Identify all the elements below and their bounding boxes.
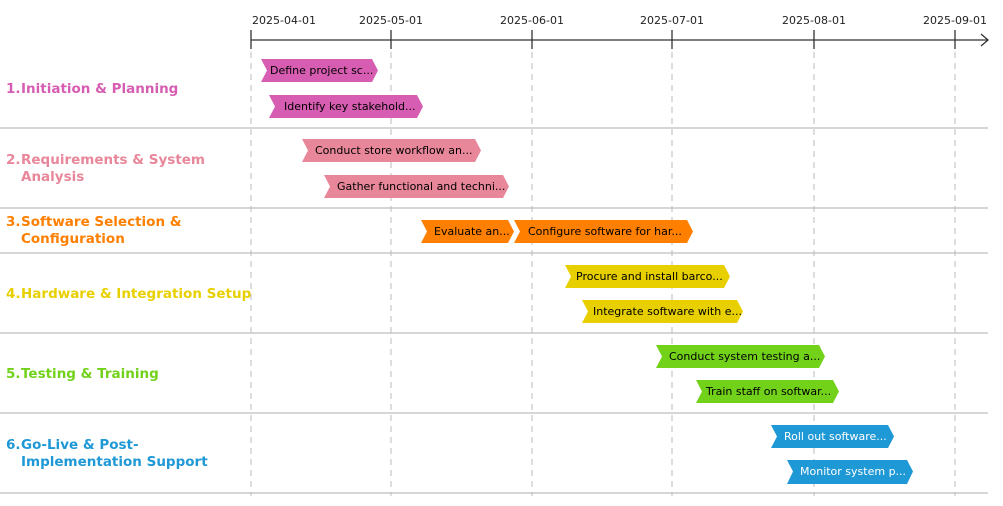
task-label: Integrate software with e... xyxy=(593,305,742,318)
tick-label: 2025-06-01 xyxy=(500,14,564,27)
task-bar[interactable] xyxy=(656,345,825,368)
task-bar[interactable] xyxy=(565,265,730,288)
task-bar[interactable] xyxy=(514,220,693,243)
tick-label: 2025-09-01 xyxy=(923,14,987,27)
group-number: 3. xyxy=(6,214,21,230)
task-label: Configure software for har... xyxy=(528,225,682,238)
task-bar[interactable] xyxy=(582,300,743,323)
group-number: 2. xyxy=(6,152,21,168)
group-number: 6. xyxy=(6,437,21,453)
group-name-line2: Configuration xyxy=(21,231,125,247)
row-separators xyxy=(0,127,988,494)
task-bar[interactable] xyxy=(771,425,894,448)
task-label: Define project sc... xyxy=(270,64,374,77)
group-name-line1: Software Selection & xyxy=(21,214,182,230)
task-label: Conduct store workflow an... xyxy=(315,144,473,157)
group-name: Software Selection & Configuration xyxy=(21,214,182,248)
group-number: 4. xyxy=(6,286,21,302)
task-bar[interactable] xyxy=(324,175,509,198)
group-name: Hardware & Integration Setup xyxy=(21,286,252,302)
group-label-software: 3.Software Selection & Configuration xyxy=(6,214,182,248)
task-label: Roll out software... xyxy=(784,430,887,443)
task-label: Evaluate an... xyxy=(434,225,510,238)
group-label-golive: 6.Go-Live & Post- Implementation Support xyxy=(6,437,208,471)
group-name-line1: Go-Live & Post- xyxy=(21,437,139,453)
task-bars xyxy=(261,59,913,484)
task-bar[interactable] xyxy=(261,59,378,82)
task-label: Monitor system p... xyxy=(800,465,907,478)
group-name: Go-Live & Post- Implementation Support xyxy=(21,437,208,471)
tick-label: 2025-04-01 xyxy=(252,14,316,27)
group-label-requirements: 2.Requirements & System Analysis xyxy=(6,152,205,186)
group-name: Testing & Training xyxy=(21,366,159,382)
group-number: 5. xyxy=(6,366,21,382)
group-number: 1. xyxy=(6,81,21,97)
task-label: Identify key stakehold... xyxy=(284,100,416,113)
group-label-hardware: 4.Hardware & Integration Setup xyxy=(6,286,251,303)
task-bar[interactable] xyxy=(787,460,913,484)
axis-line xyxy=(250,30,989,49)
task-bar[interactable] xyxy=(421,220,514,243)
task-label: Procure and install barco... xyxy=(576,270,723,283)
tick-label: 2025-05-01 xyxy=(359,14,423,27)
task-bar[interactable] xyxy=(696,380,839,403)
task-label: Conduct system testing a... xyxy=(669,350,821,363)
group-label-testing: 5.Testing & Training xyxy=(6,366,159,383)
group-name: Requirements & System Analysis xyxy=(21,152,205,186)
group-name: Initiation & Planning xyxy=(21,81,179,97)
task-bar[interactable] xyxy=(269,95,423,118)
group-name-line2: Implementation Support xyxy=(21,454,208,470)
tick-label: 2025-07-01 xyxy=(640,14,704,27)
group-name-line1: Requirements & System xyxy=(21,152,205,168)
task-label: Gather functional and techni... xyxy=(337,180,506,193)
tick-label: 2025-08-01 xyxy=(782,14,846,27)
task-bar[interactable] xyxy=(302,139,481,162)
group-name-line2: Analysis xyxy=(21,169,85,185)
group-label-initiation: 1.Initiation & Planning xyxy=(6,81,178,98)
task-label: Train staff on softwar... xyxy=(706,385,832,398)
